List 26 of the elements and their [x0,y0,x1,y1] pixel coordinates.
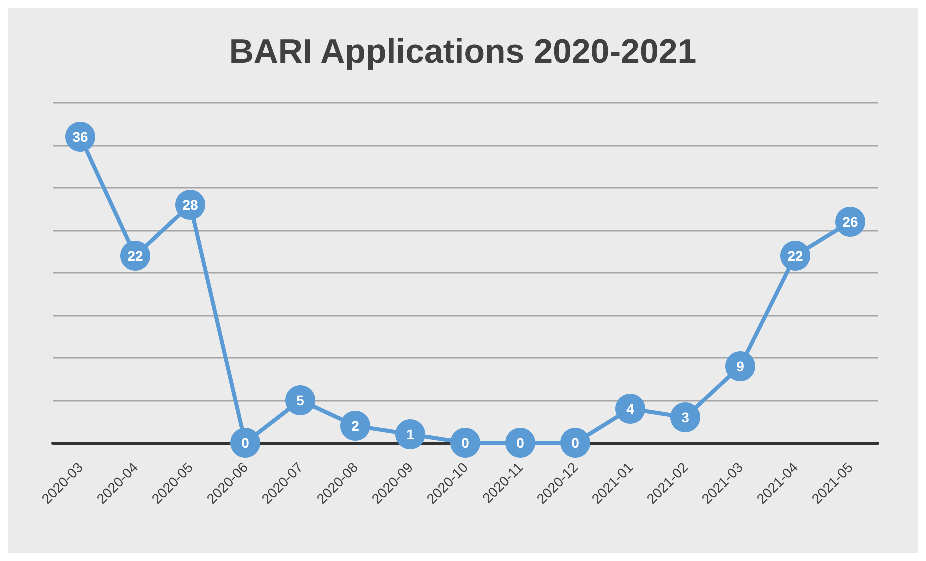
data-label: 0 [516,435,525,451]
data-label: 22 [788,248,804,264]
point [340,411,370,441]
data-label: 0 [572,435,580,451]
point [560,428,590,458]
data-label: 28 [182,197,198,213]
data-label: 36 [72,129,88,145]
point [230,428,260,458]
point [506,428,536,458]
point [616,394,646,424]
point [670,402,700,432]
point [286,386,316,416]
data-label: 2 [352,418,360,434]
data-label: 3 [682,410,690,426]
data-label: 4 [626,401,635,417]
data-label: 1 [406,426,415,442]
point [450,428,480,458]
point [726,352,756,382]
data-label: 5 [296,392,305,408]
data-label: 26 [842,214,858,230]
point [396,420,426,450]
data-label: 22 [128,248,144,264]
chart-title: BARI Applications 2020-2021 [229,33,697,71]
data-label: 0 [462,435,470,451]
data-label: 9 [736,358,745,374]
data-label: 0 [242,435,250,451]
